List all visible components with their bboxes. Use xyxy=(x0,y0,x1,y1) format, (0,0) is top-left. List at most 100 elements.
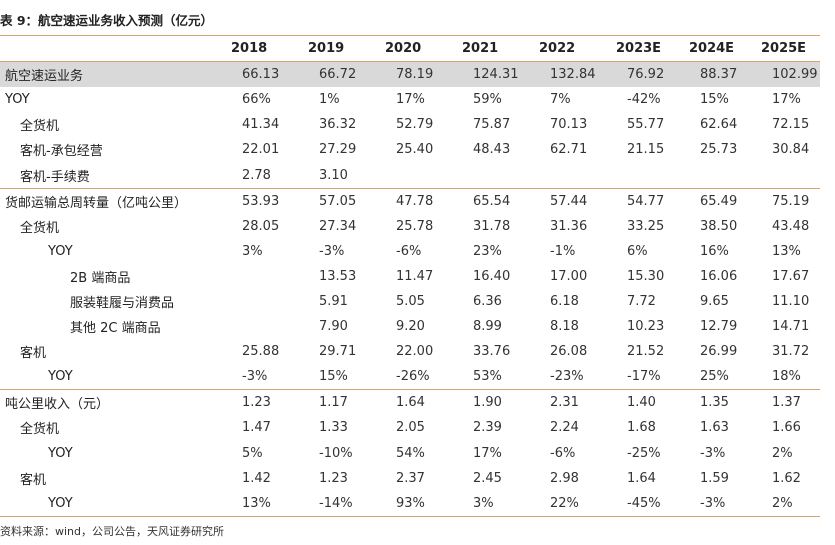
table-row: 其他 2C 端商品 7.90 9.20 8.99 8.18 10.23 12.79 14.71 xyxy=(0,314,820,339)
value-cell: 21.52 xyxy=(627,344,665,360)
value-cell: 26.99 xyxy=(700,344,738,360)
table-row: 服装鞋履与消费品 5.91 5.05 6.36 6.18 7.72 9.65 11.10 xyxy=(0,289,820,314)
value-cell: 132.84 xyxy=(526,61,603,88)
value-cell: 93% xyxy=(372,490,449,517)
value-cell: 22% xyxy=(526,490,603,517)
table-row: 全货机 41.34 36.32 52.79 75.87 70.13 55.77 62.64 72… xyxy=(0,112,820,137)
value-cell: 15% xyxy=(319,369,348,385)
row-label: 服装鞋履与消费品 xyxy=(70,295,175,311)
row-label: YOY xyxy=(48,243,73,259)
value-cell: -17% xyxy=(627,369,661,385)
value-cell: 66% xyxy=(242,92,271,108)
value-cell: 2.24 xyxy=(550,420,579,436)
value-cell: 1.42 xyxy=(242,470,271,486)
value-cell xyxy=(218,289,295,314)
value-cell: 2.78 xyxy=(242,167,271,183)
value-cell xyxy=(748,162,820,188)
value-cell: -3% xyxy=(700,445,726,461)
table-row: YOY 13% -14% 93% 3% 22% -45% -3% 2% xyxy=(0,490,820,517)
value-cell: 1.62 xyxy=(772,470,801,486)
value-cell: 1.23 xyxy=(218,389,295,416)
value-cell: 10.23 xyxy=(627,319,665,335)
header-cell: 2018 xyxy=(218,34,295,63)
value-cell: 7% xyxy=(550,92,571,108)
value-cell: 8.18 xyxy=(550,319,579,335)
value-cell: 1.35 xyxy=(676,389,748,416)
value-cell: 1.40 xyxy=(603,389,676,416)
row-label: YOY xyxy=(5,92,30,108)
table-row: 客机 1.42 1.23 2.37 2.45 2.98 1.64 1.59 1.62 xyxy=(0,466,820,491)
value-cell: 23% xyxy=(473,243,502,259)
value-cell: 25.88 xyxy=(242,344,280,360)
value-cell: -45% xyxy=(603,490,676,517)
value-cell: 29.71 xyxy=(319,344,357,360)
table-row: YOY 66% 1% 17% 59% 7% -42% 15% 17% xyxy=(0,87,820,112)
value-cell: 3% xyxy=(449,490,526,517)
value-cell: 15% xyxy=(700,92,729,108)
value-cell: 7.90 xyxy=(319,319,348,335)
header-cell xyxy=(0,34,218,63)
value-cell: 12.79 xyxy=(700,319,738,335)
table-row: 客机 25.88 29.71 22.00 33.76 26.08 21.52 26.99 31.… xyxy=(0,339,820,364)
row-label: 客机-手续费 xyxy=(20,169,90,185)
value-cell: 27.29 xyxy=(319,142,357,158)
value-cell: 25.78 xyxy=(396,218,434,234)
value-cell: 8.99 xyxy=(473,319,502,335)
row-label: 全货机 xyxy=(20,422,60,438)
header-cell: 2021 xyxy=(449,34,526,63)
value-cell: 53.93 xyxy=(218,187,295,214)
value-cell: 62.64 xyxy=(700,117,738,133)
value-cell: 1.59 xyxy=(700,470,729,486)
value-cell: 1% xyxy=(319,92,340,108)
value-cell: 52.79 xyxy=(396,117,434,133)
value-cell: 2.98 xyxy=(550,470,579,486)
value-cell: 5.05 xyxy=(396,293,425,309)
value-cell: -23% xyxy=(550,369,584,385)
value-cell: -10% xyxy=(319,445,353,461)
value-cell: 65.54 xyxy=(449,187,526,214)
value-cell: 16% xyxy=(700,243,729,259)
value-cell: 25.40 xyxy=(396,142,434,158)
value-cell xyxy=(218,264,295,289)
value-cell: 7.72 xyxy=(627,293,656,309)
value-cell xyxy=(526,162,603,188)
value-cell: 1.68 xyxy=(627,420,656,436)
value-cell: 21.15 xyxy=(627,142,665,158)
value-cell: 15.30 xyxy=(627,268,665,284)
value-cell: -3% xyxy=(676,490,748,517)
value-cell: -3% xyxy=(242,369,268,385)
table-row: 客机-手续费 2.78 3.10 xyxy=(0,162,820,188)
value-cell: 5.91 xyxy=(319,293,348,309)
value-cell: 75.87 xyxy=(473,117,511,133)
value-cell: 66.13 xyxy=(218,61,295,88)
value-cell: -1% xyxy=(550,243,576,259)
value-cell: 17% xyxy=(396,92,425,108)
value-cell xyxy=(676,162,748,188)
value-cell: 88.37 xyxy=(676,61,748,88)
header-cell: 2024E xyxy=(676,34,748,63)
row-label: 航空速运业务 xyxy=(0,61,218,88)
header-cell: 2019 xyxy=(295,34,372,63)
value-cell: 31.36 xyxy=(550,218,588,234)
row-label: YOY xyxy=(48,445,73,461)
value-cell: 14.71 xyxy=(772,319,810,335)
value-cell: 17% xyxy=(473,445,502,461)
value-cell xyxy=(372,162,449,188)
row-label: 全货机 xyxy=(20,220,60,236)
value-cell: 47.78 xyxy=(372,187,449,214)
value-cell: 6% xyxy=(627,243,648,259)
value-cell xyxy=(218,314,295,339)
row-label: 客机 xyxy=(20,346,47,362)
value-cell: 54% xyxy=(396,445,425,461)
value-cell: 18% xyxy=(772,369,801,385)
row-label: 2B 端商品 xyxy=(70,270,131,286)
value-cell: 59% xyxy=(473,92,502,108)
table-row: 全货机 1.47 1.33 2.05 2.39 2.24 1.68 1.63 1.66 xyxy=(0,415,820,440)
value-cell: 57.05 xyxy=(295,187,372,214)
row-label: 其他 2C 端商品 xyxy=(70,321,161,337)
value-cell: 3% xyxy=(242,243,263,259)
value-cell: 13.53 xyxy=(319,268,357,284)
value-cell: 2.39 xyxy=(473,420,502,436)
table-row: 航空速运业务 66.13 66.72 78.19 124.31 132.84 76.92 88… xyxy=(0,61,820,88)
value-cell: 1.64 xyxy=(627,470,656,486)
